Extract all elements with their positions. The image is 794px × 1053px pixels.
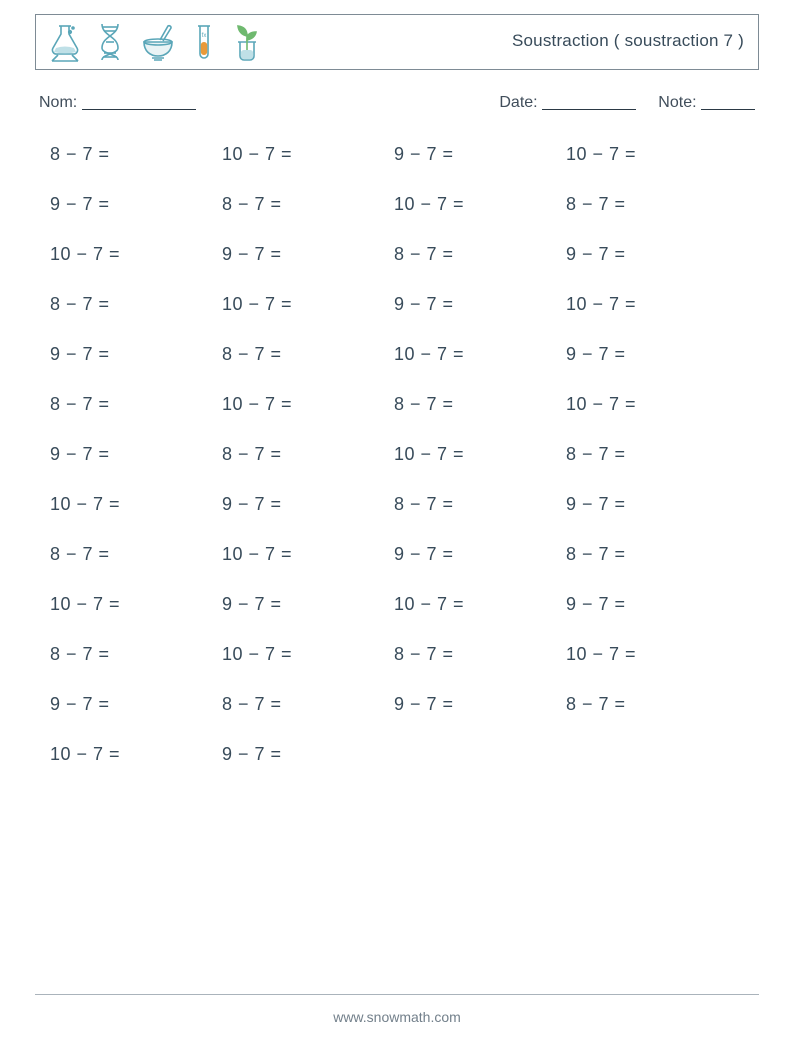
problem-cell: 8 − 7 =: [222, 694, 394, 715]
worksheet-page: fx Soustraction: [0, 0, 794, 1053]
problem-cell: 9 − 7 =: [394, 544, 566, 565]
problem-cell: 10 − 7 =: [222, 544, 394, 565]
date-label: Date:: [499, 94, 537, 111]
date-note-group: Date: Note:: [499, 94, 755, 112]
sprout-icon: [230, 22, 264, 62]
header-box: fx Soustraction: [35, 14, 759, 70]
problem-cell: 8 − 7 =: [566, 444, 738, 465]
problem-cell: 10 − 7 =: [222, 144, 394, 165]
problem-cell: 10 − 7 =: [394, 594, 566, 615]
problem-cell: 8 − 7 =: [50, 544, 222, 565]
problem-cell: 8 − 7 =: [394, 644, 566, 665]
problem-cell: 10 − 7 =: [50, 244, 222, 265]
problem-cell: 10 − 7 =: [50, 594, 222, 615]
problem-cell: 9 − 7 =: [566, 594, 738, 615]
problem-cell: 9 − 7 =: [222, 494, 394, 515]
worksheet-title: Soustraction ( soustraction 7 ): [512, 31, 744, 51]
problem-cell: 9 − 7 =: [566, 344, 738, 365]
problem-cell: 10 − 7 =: [394, 194, 566, 215]
problem-cell: 8 − 7 =: [566, 194, 738, 215]
flask-icon: [48, 22, 82, 62]
problem-cell: 9 − 7 =: [394, 694, 566, 715]
problem-cell: 10 − 7 =: [222, 644, 394, 665]
note-underline: [701, 93, 755, 110]
problem-cell: 10 − 7 =: [566, 394, 738, 415]
problem-cell: 8 − 7 =: [50, 144, 222, 165]
mortar-icon: [138, 22, 178, 62]
problem-cell: 9 − 7 =: [50, 444, 222, 465]
problems-grid: 8 − 7 =10 − 7 =9 − 7 =10 − 7 =9 − 7 =8 −…: [50, 144, 750, 765]
problem-cell: 8 − 7 =: [566, 694, 738, 715]
problem-cell: 10 − 7 =: [50, 744, 222, 765]
footer-text: www.snowmath.com: [0, 1009, 794, 1025]
test-tube-icon: fx: [193, 22, 215, 62]
name-underline: [82, 93, 196, 110]
problem-cell: 10 − 7 =: [566, 644, 738, 665]
problems-area: 8 − 7 =10 − 7 =9 − 7 =10 − 7 =9 − 7 =8 −…: [50, 144, 750, 765]
problem-cell: 8 − 7 =: [222, 344, 394, 365]
problem-cell: 9 − 7 =: [222, 744, 394, 765]
problem-cell: 10 − 7 =: [222, 294, 394, 315]
problem-cell: 9 − 7 =: [50, 344, 222, 365]
note-label: Note:: [658, 94, 696, 111]
problem-cell: 10 − 7 =: [566, 294, 738, 315]
problem-cell: 9 − 7 =: [566, 494, 738, 515]
svg-text:fx: fx: [202, 33, 207, 39]
problem-cell: 8 − 7 =: [566, 544, 738, 565]
footer-divider: [35, 994, 759, 995]
problem-cell: 8 − 7 =: [50, 294, 222, 315]
problem-cell: 8 − 7 =: [394, 244, 566, 265]
dna-icon: [97, 22, 123, 62]
problem-cell: 9 − 7 =: [50, 194, 222, 215]
problem-cell: 8 − 7 =: [50, 644, 222, 665]
problem-cell: 9 − 7 =: [394, 144, 566, 165]
problem-cell: 9 − 7 =: [566, 244, 738, 265]
problem-cell: 9 − 7 =: [394, 294, 566, 315]
problem-cell: 9 − 7 =: [222, 244, 394, 265]
problem-cell: 9 − 7 =: [222, 594, 394, 615]
problem-cell: 8 − 7 =: [222, 444, 394, 465]
problem-cell: 9 − 7 =: [50, 694, 222, 715]
date-underline: [542, 93, 636, 110]
problem-cell: [394, 744, 566, 765]
problem-cell: 10 − 7 =: [394, 344, 566, 365]
problem-cell: 10 − 7 =: [50, 494, 222, 515]
problem-cell: 10 − 7 =: [222, 394, 394, 415]
header-icons: fx: [48, 22, 264, 62]
name-field: Nom:: [39, 94, 196, 112]
problem-cell: 8 − 7 =: [50, 394, 222, 415]
problem-cell: [566, 744, 738, 765]
problem-cell: 10 − 7 =: [566, 144, 738, 165]
problem-cell: 8 − 7 =: [222, 194, 394, 215]
name-label: Nom:: [39, 94, 77, 111]
problem-cell: 10 − 7 =: [394, 444, 566, 465]
problem-cell: 8 − 7 =: [394, 394, 566, 415]
problem-cell: 8 − 7 =: [394, 494, 566, 515]
